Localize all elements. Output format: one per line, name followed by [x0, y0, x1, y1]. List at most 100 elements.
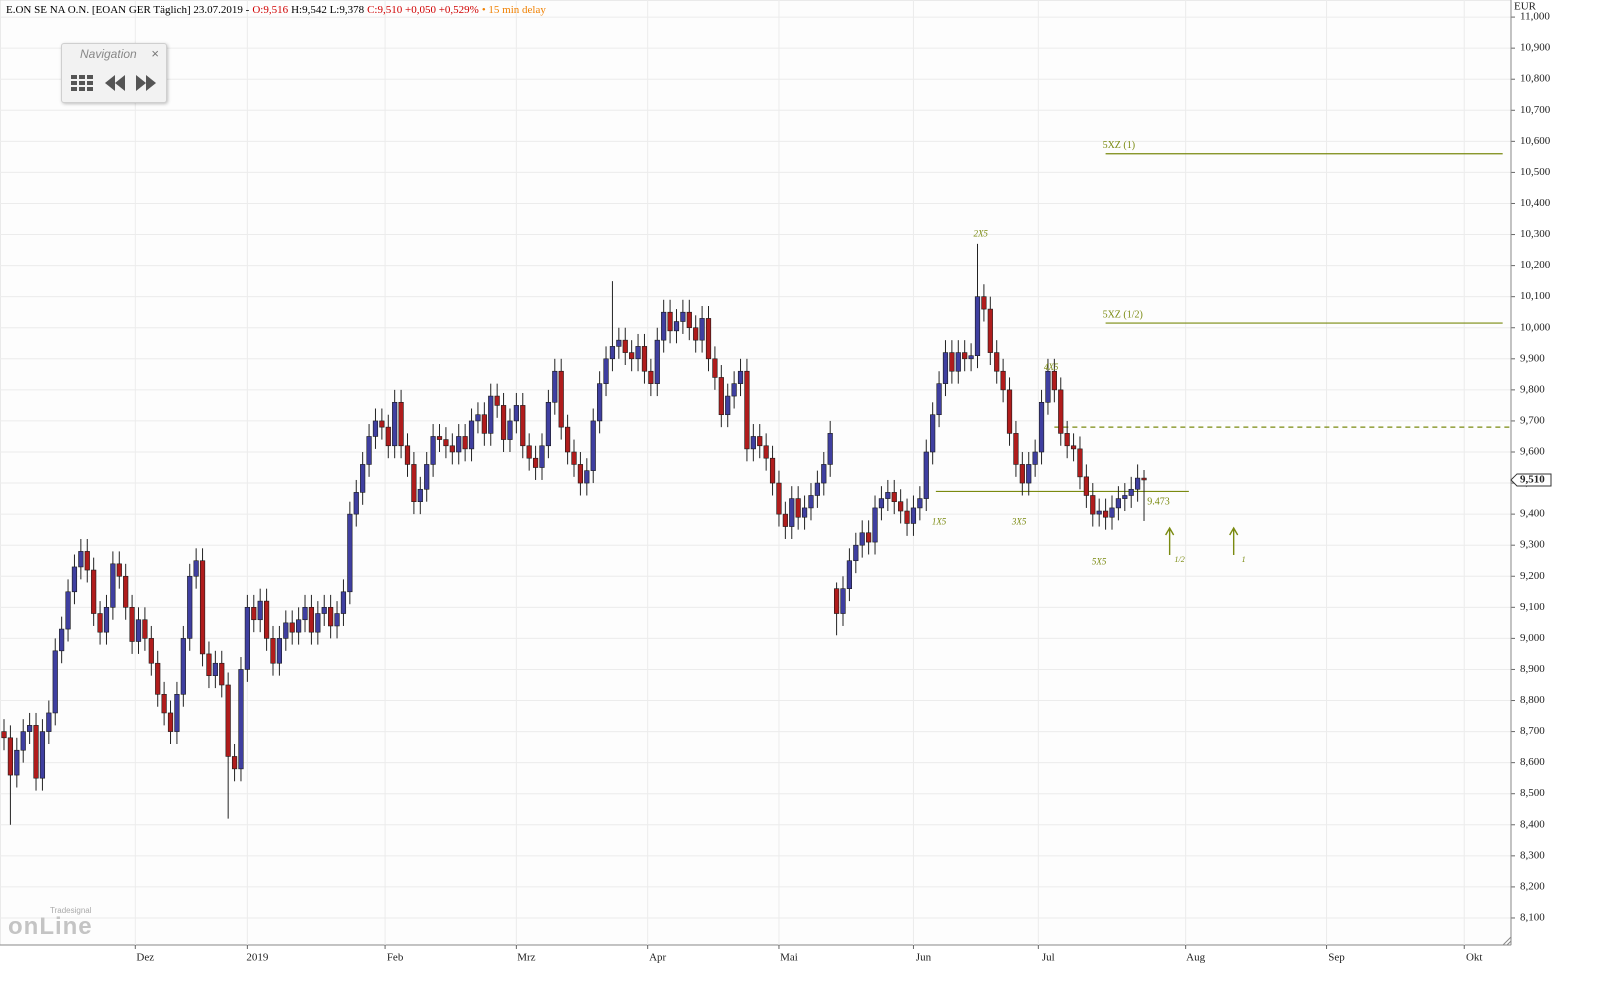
header-text: C:9,510 +0,050 +0,529% [367, 4, 479, 16]
candle-body [7, 737, 14, 776]
candle-body [1128, 488, 1134, 496]
candle-body [366, 436, 372, 465]
candle-body [417, 488, 423, 503]
candle-body [500, 405, 507, 440]
candle-body [661, 311, 667, 341]
candle-body [1096, 510, 1102, 515]
candle-body [654, 339, 660, 384]
candle-body [680, 311, 686, 322]
candle-body [206, 653, 212, 676]
candle-body [597, 383, 603, 422]
last-price-marker [1510, 473, 1552, 487]
candle-body [123, 575, 129, 608]
candle-body [731, 383, 737, 397]
candle-body [962, 352, 968, 360]
y-tick-label: 10,300 [1520, 228, 1551, 240]
grid-button[interactable] [71, 75, 93, 91]
candle-body [379, 420, 385, 428]
rewind-button[interactable] [105, 75, 125, 91]
candle-body [853, 544, 859, 562]
candle-body [891, 492, 897, 503]
candle-body [635, 346, 641, 360]
y-tick-label: 9,900 [1520, 352, 1545, 364]
candle-body [398, 401, 404, 447]
candle-body [1064, 433, 1070, 447]
candle-body [532, 457, 539, 468]
candle-body [923, 451, 929, 499]
arrow [1229, 526, 1239, 555]
candle-body [1006, 389, 1013, 434]
candle-body [1122, 495, 1128, 499]
candle-body [1038, 401, 1045, 453]
candle-body [737, 370, 744, 384]
y-tick-label: 9,600 [1520, 446, 1545, 458]
candle-body [212, 662, 218, 676]
candle-body [167, 712, 174, 732]
candle-body [20, 731, 26, 751]
candle-body [244, 607, 250, 670]
candle-body [1083, 476, 1089, 496]
candle-body [994, 352, 1000, 372]
candle-body [315, 613, 321, 633]
x-tick-label: Jun [916, 952, 932, 964]
candle-body [616, 339, 622, 347]
header-text: E.ON SE NA O.N. [EOAN GER Täglich] 23.07… [6, 4, 250, 16]
wave-label: 4X5 [1044, 362, 1059, 372]
candle-body [334, 613, 340, 627]
header-text: H:9,542 L:9,378 [291, 4, 365, 16]
candle-body [699, 318, 705, 341]
logo-brand: Tradesignal [50, 906, 92, 915]
candle-body [65, 591, 71, 630]
y-tick-label: 10,000 [1520, 321, 1551, 333]
candle-body [449, 445, 455, 453]
candle-body [718, 377, 724, 416]
candle-body [142, 619, 148, 639]
candle-body [821, 464, 827, 484]
x-tick-label: Mai [780, 952, 798, 964]
candle-body [84, 551, 90, 571]
candle-body [276, 638, 282, 664]
candle-body [648, 370, 654, 384]
navigation-panel[interactable]: Navigation × [61, 43, 167, 103]
candle-body [372, 420, 379, 437]
candle-body [776, 482, 782, 515]
candle-body [603, 358, 609, 384]
candle-body [513, 405, 519, 422]
candle-body [251, 607, 257, 621]
candle-body [859, 532, 865, 546]
candle-body [917, 498, 923, 509]
candle-body [565, 426, 571, 453]
close-button[interactable]: × [151, 46, 159, 61]
y-tick-label: 8,700 [1520, 725, 1545, 737]
plot-area [0, 0, 1512, 946]
candle-body [955, 352, 961, 372]
header-text: O:9,516 [252, 4, 289, 16]
candle-body [898, 501, 904, 512]
y-tick-label: 9,000 [1520, 632, 1545, 644]
candle-body [1, 731, 7, 739]
candle-body [827, 433, 833, 465]
candle-body [443, 439, 449, 447]
candle-body [39, 731, 46, 779]
forward-button[interactable] [136, 75, 156, 91]
candle-body [833, 588, 840, 614]
candle-body [1026, 464, 1032, 484]
candle-body [763, 445, 769, 459]
x-tick-label: Dez [136, 952, 154, 964]
wave-label: 3X5 [1011, 517, 1027, 527]
x-tick-label: Jul [1042, 952, 1055, 964]
candle-body [987, 308, 993, 353]
candle-body [180, 638, 186, 695]
candle-body [526, 445, 532, 459]
candle-body [475, 414, 481, 422]
arrow [1165, 526, 1175, 555]
candle-body [801, 507, 808, 518]
candle-body [866, 532, 872, 543]
candle-body [52, 650, 58, 714]
candle-body [705, 318, 712, 360]
candle-body [520, 405, 526, 447]
candle-body [1000, 370, 1006, 391]
y-tick-label: 10,700 [1520, 104, 1551, 116]
